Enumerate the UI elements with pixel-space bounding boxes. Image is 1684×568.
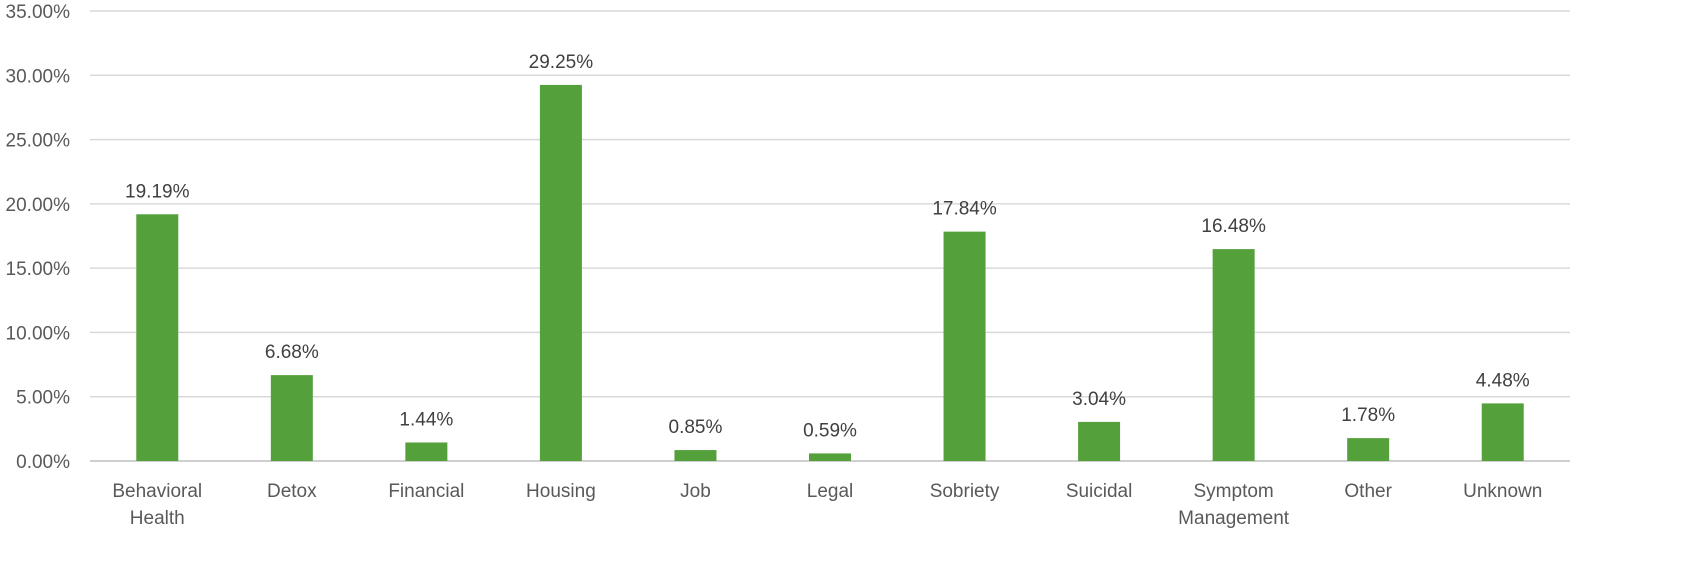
bar (405, 442, 448, 461)
bar (1481, 403, 1524, 461)
bar (1347, 438, 1390, 461)
y-tick-label: 15.00% (6, 259, 71, 280)
category-label: Health (130, 508, 185, 529)
bar (270, 375, 313, 461)
data-label: 29.25% (529, 52, 594, 73)
data-label: 0.85% (669, 417, 723, 438)
y-tick-label: 5.00% (16, 388, 70, 409)
category-label: Suicidal (1066, 481, 1133, 502)
y-tick-label: 30.00% (6, 66, 71, 87)
gridlines (90, 10, 1570, 462)
data-label: 1.44% (399, 409, 453, 430)
data-labels: 19.19% 6.68% 1.44% 29.25% 0.85% 0.59% 17.84% 3.… (125, 52, 1530, 441)
category-label: Symptom (1194, 481, 1274, 502)
bar (136, 214, 179, 461)
bar (943, 231, 986, 461)
x-axis-categories: Behavioral Health Detox Financial Housing Job… (112, 481, 1542, 529)
bar (1212, 249, 1255, 461)
category-label: Management (1178, 508, 1290, 529)
y-tick-label: 20.00% (6, 195, 71, 216)
data-label: 3.04% (1072, 389, 1126, 410)
category-label: Other (1344, 481, 1392, 502)
data-label: 6.68% (265, 342, 319, 363)
data-label: 16.48% (1201, 216, 1266, 237)
bar (539, 84, 582, 461)
data-label: 4.48% (1476, 370, 1530, 391)
y-tick-label: 35.00% (6, 2, 71, 23)
bars (136, 84, 1524, 461)
bar (809, 453, 851, 461)
category-label: Job (680, 481, 711, 502)
category-label: Unknown (1463, 481, 1542, 502)
category-label: Behavioral (112, 481, 202, 502)
category-label: Sobriety (930, 481, 1000, 502)
y-axis-ticks: 0.00% 5.00% 10.00% 15.00% 20.00% 25.00% 30.00%… (6, 2, 71, 473)
bar (674, 450, 717, 461)
y-tick-label: 0.00% (16, 452, 70, 473)
data-label: 1.78% (1341, 405, 1395, 426)
data-label: 0.59% (803, 420, 857, 441)
y-tick-label: 25.00% (6, 131, 71, 152)
category-label: Housing (526, 481, 596, 502)
y-tick-label: 10.00% (6, 323, 71, 344)
data-label: 19.19% (125, 181, 190, 202)
category-label: Detox (267, 481, 317, 502)
bar (1078, 421, 1121, 461)
data-label: 17.84% (932, 199, 997, 220)
category-label: Financial (388, 481, 464, 502)
category-label: Legal (807, 481, 854, 502)
